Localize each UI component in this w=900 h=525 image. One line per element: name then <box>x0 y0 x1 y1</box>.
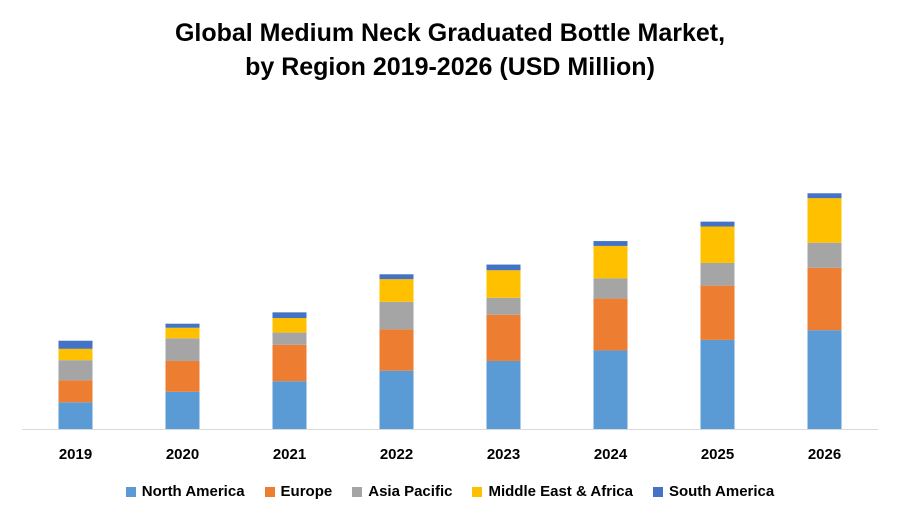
bar-segment-north-america-2020 <box>165 391 200 429</box>
bar-segment-north-america-2022 <box>379 370 414 429</box>
legend-label-europe: Europe <box>280 483 333 500</box>
bar-segment-middle-east-africa-2021 <box>272 318 307 333</box>
chart-title-line-2: by Region 2019-2026 (USD Million) <box>245 53 655 81</box>
bar-segment-europe-2024 <box>593 298 628 351</box>
legend-item-north-america: North America <box>125 483 245 500</box>
bar-segment-south-america-2019 <box>58 340 93 349</box>
bar-segment-europe-2019 <box>58 380 93 403</box>
bar-segment-north-america-2019 <box>58 402 93 429</box>
bar-segment-north-america-2023 <box>486 360 521 429</box>
bar-segment-middle-east-africa-2023 <box>486 270 521 298</box>
bar-segment-south-america-2020 <box>165 323 200 328</box>
bar-segment-south-america-2023 <box>486 264 521 271</box>
legend-item-europe: Europe <box>264 483 333 500</box>
legend-swatch-middle-east-africa <box>472 486 483 497</box>
legend-label-middle-east-africa: Middle East & Africa <box>488 483 633 500</box>
legend-swatch-europe <box>264 486 275 497</box>
bar-segment-asia-pacific-2025 <box>700 262 735 286</box>
bar-segment-europe-2020 <box>165 360 200 392</box>
x-tick-label-2024: 2024 <box>594 446 628 463</box>
legend-label-asia-pacific: Asia Pacific <box>368 483 453 500</box>
legend-swatch-south-america <box>652 486 663 497</box>
bar-segment-asia-pacific-2020 <box>165 338 200 361</box>
bar-segment-middle-east-africa-2020 <box>165 327 200 339</box>
bar-segment-south-america-2025 <box>700 221 735 227</box>
chart-title-line-1: Global Medium Neck Graduated Bottle Mark… <box>174 19 726 47</box>
bar-segment-europe-2022 <box>379 329 414 371</box>
bar-segment-south-america-2026 <box>807 193 842 199</box>
legend-label-north-america: North America <box>141 483 245 500</box>
bar-segment-north-america-2025 <box>700 339 735 429</box>
bar-segment-middle-east-africa-2026 <box>807 198 842 243</box>
x-tick-label-2021: 2021 <box>273 446 306 463</box>
bar-segment-middle-east-africa-2024 <box>593 245 628 279</box>
bar-segment-north-america-2026 <box>807 330 842 429</box>
legend-swatch-north-america <box>125 486 136 497</box>
bar-segment-middle-east-africa-2019 <box>58 348 93 361</box>
bar-segment-asia-pacific-2022 <box>379 301 414 330</box>
x-tick-label-2026: 2026 <box>808 446 841 463</box>
chart-title: Global Medium Neck Graduated Bottle Mark… <box>0 16 900 84</box>
bar-segment-europe-2026 <box>807 267 842 331</box>
x-tick-label-2025: 2025 <box>701 446 734 463</box>
legend-swatch-asia-pacific <box>352 486 363 497</box>
bar-segment-europe-2025 <box>700 285 735 340</box>
bar-segment-asia-pacific-2023 <box>486 297 521 315</box>
bar-segment-north-america-2021 <box>272 381 307 429</box>
x-tick-label-2020: 2020 <box>166 446 199 463</box>
bar-segment-europe-2021 <box>272 344 307 382</box>
x-tick-label-2022: 2022 <box>380 446 413 463</box>
legend-item-asia-pacific: Asia Pacific <box>352 483 452 500</box>
bar-segment-asia-pacific-2019 <box>58 360 93 381</box>
bar-segment-south-america-2024 <box>593 241 628 246</box>
bar-segment-europe-2023 <box>486 314 521 361</box>
bar-segment-south-america-2021 <box>272 312 307 319</box>
bar-segment-south-america-2022 <box>379 274 414 280</box>
bar-segment-asia-pacific-2026 <box>807 242 842 268</box>
legend-item-south-america: South America <box>652 483 775 500</box>
bar-segment-middle-east-africa-2025 <box>700 226 735 263</box>
x-tick-label-2019: 2019 <box>59 446 92 463</box>
bar-segment-asia-pacific-2021 <box>272 332 307 345</box>
chart-legend: North America Europe Asia Pacific Middle Ea… <box>0 483 900 500</box>
bar-segment-north-america-2024 <box>593 350 628 429</box>
legend-label-south-america: South America <box>668 483 775 500</box>
bar-segment-middle-east-africa-2022 <box>379 279 414 302</box>
legend-item-middle-east-africa: Middle East & Africa <box>472 483 633 500</box>
x-tick-label-2023: 2023 <box>487 446 520 463</box>
bar-segment-asia-pacific-2024 <box>593 278 628 299</box>
